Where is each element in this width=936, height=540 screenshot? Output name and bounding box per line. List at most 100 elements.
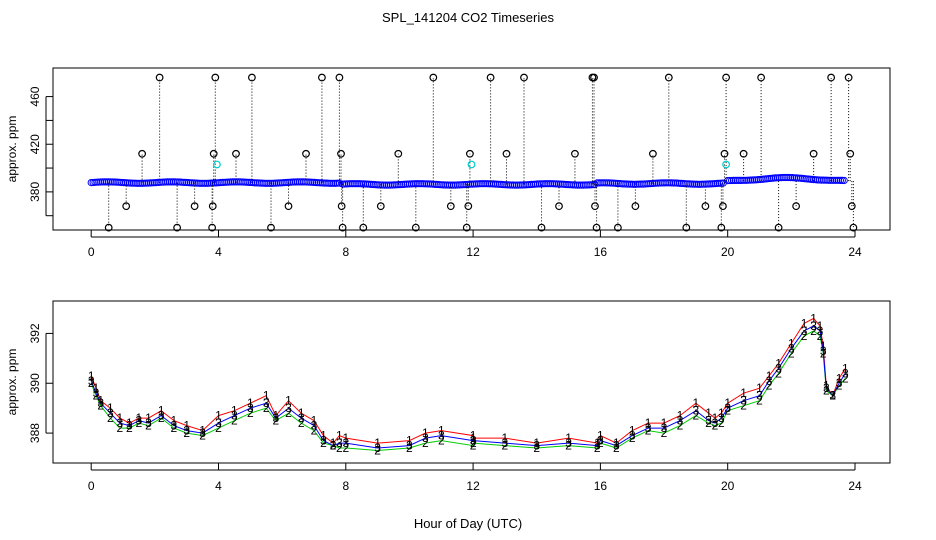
top-y-tick-label: 460: [28, 86, 42, 106]
series-1-marker: 1: [756, 381, 763, 395]
series-2-marker: 2: [136, 416, 143, 430]
x-axis-label: Hour of Day (UTC): [414, 516, 522, 531]
series-1-marker: 1: [158, 404, 165, 418]
series-1-marker: 1: [320, 429, 327, 443]
outlier-point: [846, 149, 855, 158]
series-2-marker: 2: [756, 394, 763, 408]
outlier-point: [649, 149, 657, 158]
series-1-marker: 1: [823, 379, 830, 393]
series-1-marker: 1: [613, 436, 620, 450]
series-3-marker: 3: [613, 439, 620, 453]
series-1-marker: 1: [502, 431, 509, 445]
series-2-marker: 2: [116, 421, 123, 435]
series-3-marker: 3: [470, 434, 477, 448]
bottom-x-tick-label: 0: [88, 479, 95, 493]
series-3-marker: 3: [756, 389, 763, 403]
series-2-line: [90, 330, 846, 452]
outlier-point: [138, 149, 147, 158]
series-1-marker: 1: [597, 429, 604, 443]
series-2-marker: 2: [93, 389, 100, 403]
baseline-point: [541, 180, 549, 188]
baseline-point: [411, 180, 419, 188]
series-2-marker: 2: [88, 376, 95, 390]
outlier-point: [717, 223, 726, 232]
outlier-point: [155, 73, 164, 82]
series-2-marker: 2: [775, 366, 782, 380]
series-3-marker: 3: [810, 319, 817, 333]
series-3-marker: 3: [829, 389, 836, 403]
outlier-point: [190, 202, 199, 211]
series-3-marker: 3: [836, 376, 843, 390]
series-2-marker: 2: [629, 431, 636, 445]
series-2-marker: 2: [285, 406, 292, 420]
top-ylabel: approx. ppm: [5, 116, 19, 183]
outlier-point: [209, 149, 218, 158]
bottom-x-tick-label: 4: [215, 479, 222, 493]
series-1-marker: 1: [285, 394, 292, 408]
series-2-marker: 2: [712, 419, 719, 433]
series-1-marker: 1: [788, 336, 795, 350]
outlier-point: [464, 202, 473, 211]
series-3-marker: 3: [817, 324, 824, 338]
outlier-point: [844, 73, 853, 82]
outlier-point: [631, 202, 640, 211]
series-1-marker: 1: [330, 436, 337, 450]
outlier-point: [809, 149, 818, 158]
outlier-point: [376, 202, 385, 211]
series-1-marker: 1: [145, 411, 152, 425]
top-plot-frame: [52, 67, 891, 231]
series-1-marker: 1: [136, 411, 143, 425]
series-1-marker: 1: [801, 316, 808, 330]
outlier-point: [757, 73, 766, 82]
outlier-point: [338, 223, 347, 232]
series-3-marker: 3: [594, 439, 601, 453]
outlier-point: [792, 202, 801, 211]
series-2-marker: 2: [247, 406, 254, 420]
series-3-marker: 3: [677, 414, 684, 428]
series-3-marker: 3: [320, 434, 327, 448]
series-2-marker: 2: [693, 409, 700, 423]
chart-title: SPL_141204 CO2 Timeseries: [382, 10, 554, 25]
series-1-marker: 1: [116, 411, 123, 425]
baseline-point: [825, 176, 833, 184]
outlier-point: [664, 73, 673, 82]
series-1-marker: 1: [183, 419, 190, 433]
series-1-marker: 1: [677, 409, 684, 423]
series-1-marker: 1: [705, 406, 712, 420]
baseline-point: [413, 180, 421, 188]
series-3-marker: 3: [342, 436, 349, 450]
outlier-point: [720, 149, 729, 158]
outlier-point: [613, 223, 622, 232]
series-3-marker: 3: [842, 366, 849, 380]
top-plot-area: [87, 73, 858, 232]
series-2-marker: 2: [705, 416, 712, 430]
series-3-marker: 3: [775, 361, 782, 375]
series-3-marker: 3: [740, 394, 747, 408]
series-3-marker: 3: [116, 416, 123, 430]
series-2-marker: 2: [406, 441, 413, 455]
series-3-marker: 3: [629, 429, 636, 443]
series-3-marker: 3: [820, 344, 827, 358]
series-2-marker: 2: [320, 436, 327, 450]
series-1-marker: 1: [311, 414, 318, 428]
series-2-marker: 2: [171, 421, 178, 435]
series-2-marker: 2: [342, 441, 349, 455]
series-2-marker: 2: [330, 439, 337, 453]
series-1-marker: 1: [594, 436, 601, 450]
series-1-marker: 1: [820, 339, 827, 353]
series-1-marker: 1: [97, 394, 104, 408]
top-panel: 0 4 8 12 16 20 24 380 420 460 approx. ppm: [5, 67, 891, 259]
baseline-point: [573, 181, 582, 189]
outlier-point: [555, 202, 563, 211]
outlier-point: [719, 202, 727, 211]
series-3-marker: 3: [533, 439, 540, 453]
series-1-marker: 1: [88, 369, 95, 383]
series-1-marker: 1: [336, 429, 343, 443]
series-1-marker: 1: [263, 389, 270, 403]
outlier-point: [466, 149, 474, 158]
outlier-point: [486, 73, 495, 82]
outlier-point: [208, 223, 217, 232]
series-3-marker: 3: [823, 381, 830, 395]
series-2-marker: 2: [145, 419, 152, 433]
